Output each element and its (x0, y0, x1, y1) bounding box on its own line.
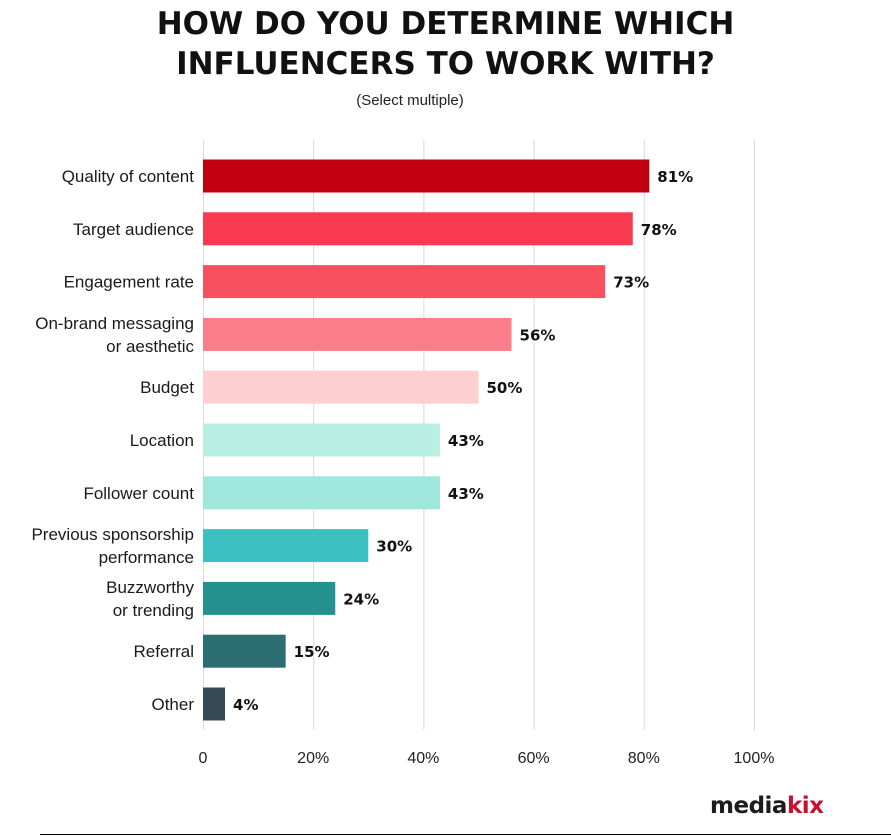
x-tick-label: 100% (734, 750, 775, 767)
bar (203, 159, 650, 193)
category-label: Quality of content (62, 167, 195, 186)
logo-text-media: media (710, 793, 787, 819)
value-label: 43% (448, 432, 484, 450)
chart-title-line-1: HOW DO YOU DETERMINE WHICH (156, 6, 735, 42)
category-label: Buzzworthy or trending (106, 578, 194, 620)
value-label: 56% (520, 326, 556, 344)
bar (203, 423, 440, 457)
category-label: Follower count (83, 484, 194, 503)
bar (203, 317, 512, 351)
value-label: 30% (376, 538, 412, 556)
x-tick-label: 0 (199, 750, 208, 767)
category-label: Location (130, 431, 194, 450)
value-label: 73% (613, 274, 649, 292)
category-label: Other (151, 695, 194, 714)
value-label: 24% (343, 590, 379, 608)
category-label: Target audience (73, 220, 194, 239)
mediakix-logo: mediakix (710, 793, 824, 819)
category-label: Engagement rate (64, 273, 194, 292)
bottom-divider (40, 834, 891, 835)
chart-title: HOW DO YOU DETERMINE WHICH INFLUENCERS T… (0, 4, 891, 84)
chart-subtitle: (Select multiple) (356, 92, 464, 109)
value-label: 78% (641, 221, 677, 239)
category-label: On-brand messaging or aesthetic (35, 314, 194, 356)
value-label: 4% (233, 696, 258, 714)
category-label: Budget (140, 378, 194, 397)
value-label: 43% (448, 485, 484, 503)
category-label: Previous sponsorship performance (31, 525, 194, 567)
logo-text-kix: kix (786, 793, 824, 819)
bar (203, 265, 606, 299)
bar (203, 476, 440, 510)
bar (203, 687, 226, 721)
x-tick-label: 40% (407, 750, 439, 767)
x-tick-label: 20% (297, 750, 329, 767)
x-tick-label: 60% (518, 750, 550, 767)
x-tick-label: 80% (628, 750, 660, 767)
bar (203, 529, 369, 563)
chart-title-line-2: INFLUENCERS TO WORK WITH? (176, 46, 715, 82)
value-label: 15% (294, 643, 330, 661)
bar (203, 581, 336, 615)
bar (203, 634, 286, 668)
bar (203, 370, 479, 404)
bar (203, 212, 633, 246)
value-label: 81% (657, 168, 693, 186)
category-label: Referral (134, 642, 194, 661)
value-label: 50% (487, 379, 523, 397)
